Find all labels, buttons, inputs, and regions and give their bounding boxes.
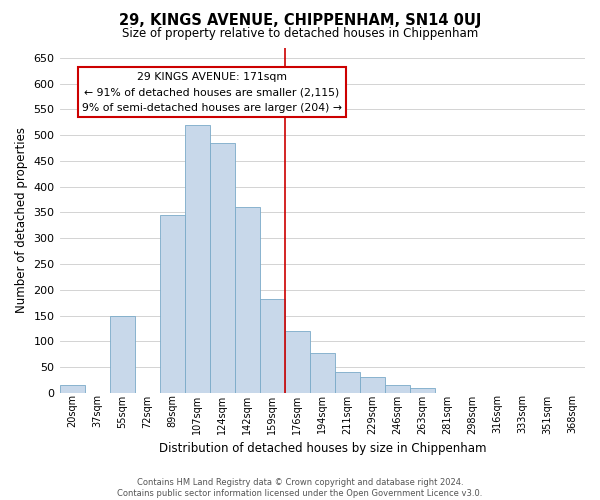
Text: 29, KINGS AVENUE, CHIPPENHAM, SN14 0UJ: 29, KINGS AVENUE, CHIPPENHAM, SN14 0UJ bbox=[119, 12, 481, 28]
X-axis label: Distribution of detached houses by size in Chippenham: Distribution of detached houses by size … bbox=[158, 442, 486, 455]
Text: Size of property relative to detached houses in Chippenham: Size of property relative to detached ho… bbox=[122, 28, 478, 40]
Bar bbox=[360, 378, 385, 393]
Y-axis label: Number of detached properties: Number of detached properties bbox=[15, 127, 28, 313]
Bar bbox=[310, 353, 335, 393]
Bar bbox=[160, 215, 185, 393]
Bar bbox=[285, 331, 310, 393]
Bar bbox=[59, 385, 85, 393]
Bar bbox=[410, 388, 435, 393]
Text: Contains HM Land Registry data © Crown copyright and database right 2024.
Contai: Contains HM Land Registry data © Crown c… bbox=[118, 478, 482, 498]
Bar bbox=[185, 125, 209, 393]
Text: 29 KINGS AVENUE: 171sqm
← 91% of detached houses are smaller (2,115)
9% of semi-: 29 KINGS AVENUE: 171sqm ← 91% of detache… bbox=[82, 72, 342, 113]
Bar bbox=[385, 385, 410, 393]
Bar bbox=[335, 372, 360, 393]
Bar bbox=[209, 143, 235, 393]
Bar bbox=[260, 298, 285, 393]
Bar bbox=[110, 316, 134, 393]
Bar bbox=[235, 208, 260, 393]
